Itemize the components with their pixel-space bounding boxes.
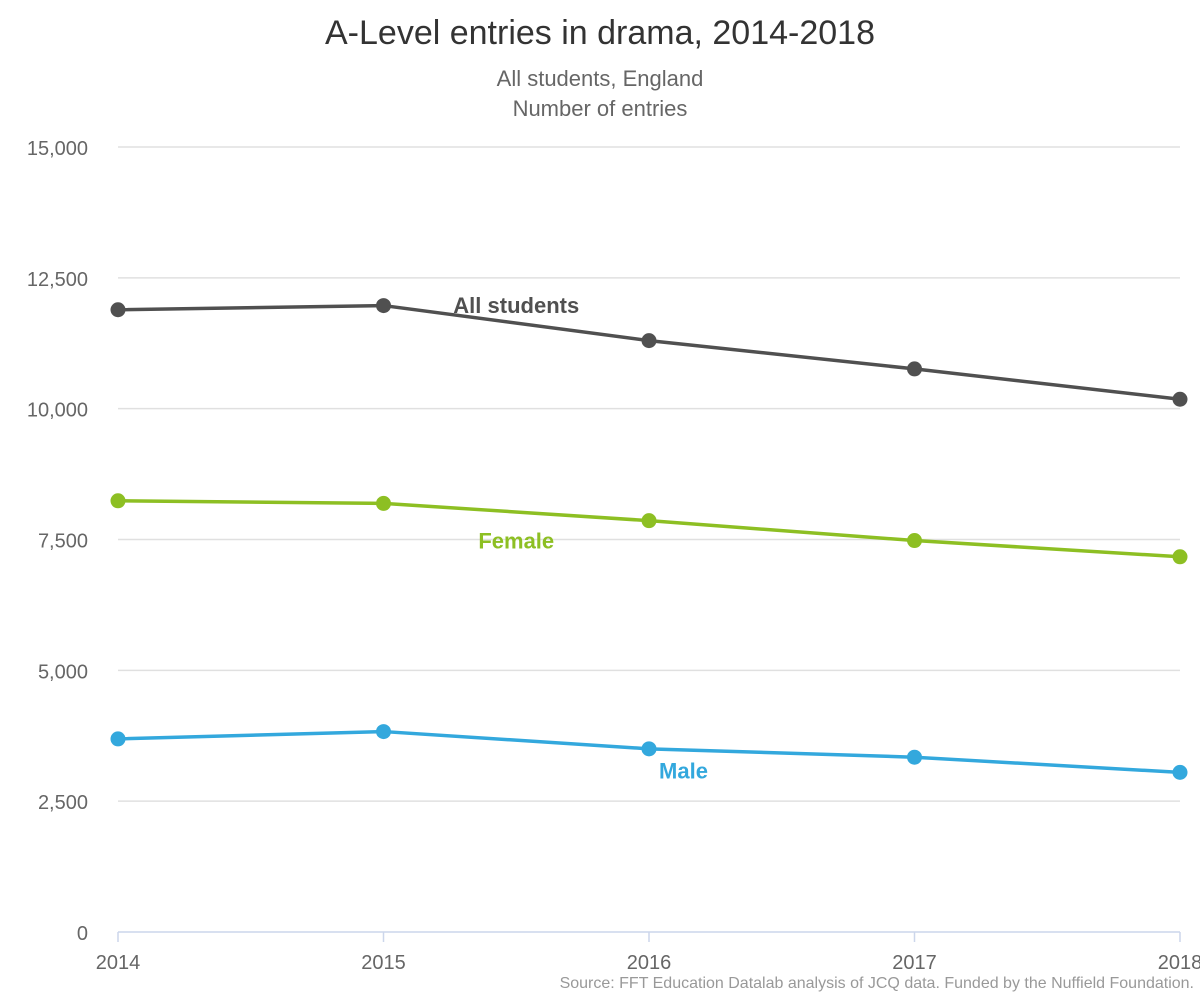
series-female xyxy=(110,493,1188,565)
data-point-female[interactable] xyxy=(110,493,126,509)
y-tick-label: 0 xyxy=(77,923,88,945)
y-tick-label: 2,500 xyxy=(38,792,88,814)
data-point-male[interactable] xyxy=(376,724,391,740)
data-point-all-students[interactable] xyxy=(641,333,657,349)
x-axis: 2014 2015 2016 2017 2018 xyxy=(96,931,1200,974)
series-line-female xyxy=(116,499,1182,559)
data-point-all-students[interactable] xyxy=(110,302,126,318)
series-label-female: Female xyxy=(478,529,554,554)
series-line-all-students xyxy=(116,303,1182,401)
gridlines xyxy=(118,146,1180,802)
y-tick-label: 15,000 xyxy=(27,138,88,160)
y-tick-label: 5,000 xyxy=(38,661,88,683)
data-point-male[interactable] xyxy=(110,731,126,747)
x-tick-label: 2018 xyxy=(1158,952,1200,974)
x-tick-label: 2016 xyxy=(627,952,672,974)
x-tick-label: 2015 xyxy=(361,952,406,974)
source-credits: Source: FFT Education Datalab analysis o… xyxy=(559,975,1194,992)
chart-subtitle-units: Number of entries xyxy=(512,96,688,121)
series-lines xyxy=(110,298,1188,780)
y-tick-label: 12,500 xyxy=(27,269,88,291)
data-point-female[interactable] xyxy=(907,533,922,549)
data-point-female[interactable] xyxy=(376,495,391,511)
data-point-female[interactable] xyxy=(1172,549,1188,565)
data-point-all-students[interactable] xyxy=(376,298,391,314)
data-point-all-students[interactable] xyxy=(1172,391,1188,407)
data-point-male[interactable] xyxy=(641,741,657,757)
chart-subtitle: All students, England xyxy=(496,66,704,91)
data-point-female[interactable] xyxy=(641,513,657,529)
data-point-male[interactable] xyxy=(907,749,922,765)
y-tick-label: 10,000 xyxy=(27,400,88,422)
y-axis-tick-labels: 0 2,500 5,000 7,500 10,000 12,500 15,000 xyxy=(27,138,88,945)
data-point-male[interactable] xyxy=(1172,764,1188,780)
series-all-students xyxy=(110,298,1188,407)
data-point-all-students[interactable] xyxy=(907,361,922,377)
x-tick-label: 2017 xyxy=(892,952,937,974)
series-labels: All students Female Male xyxy=(453,293,708,784)
chart-title: A-Level entries in drama, 2014-2018 xyxy=(325,14,875,52)
series-label-male: Male xyxy=(659,759,708,784)
x-tick-label: 2014 xyxy=(96,952,141,974)
series-label-all-students: All students xyxy=(453,293,579,318)
series-male xyxy=(110,724,1188,780)
y-tick-label: 7,500 xyxy=(38,531,88,553)
